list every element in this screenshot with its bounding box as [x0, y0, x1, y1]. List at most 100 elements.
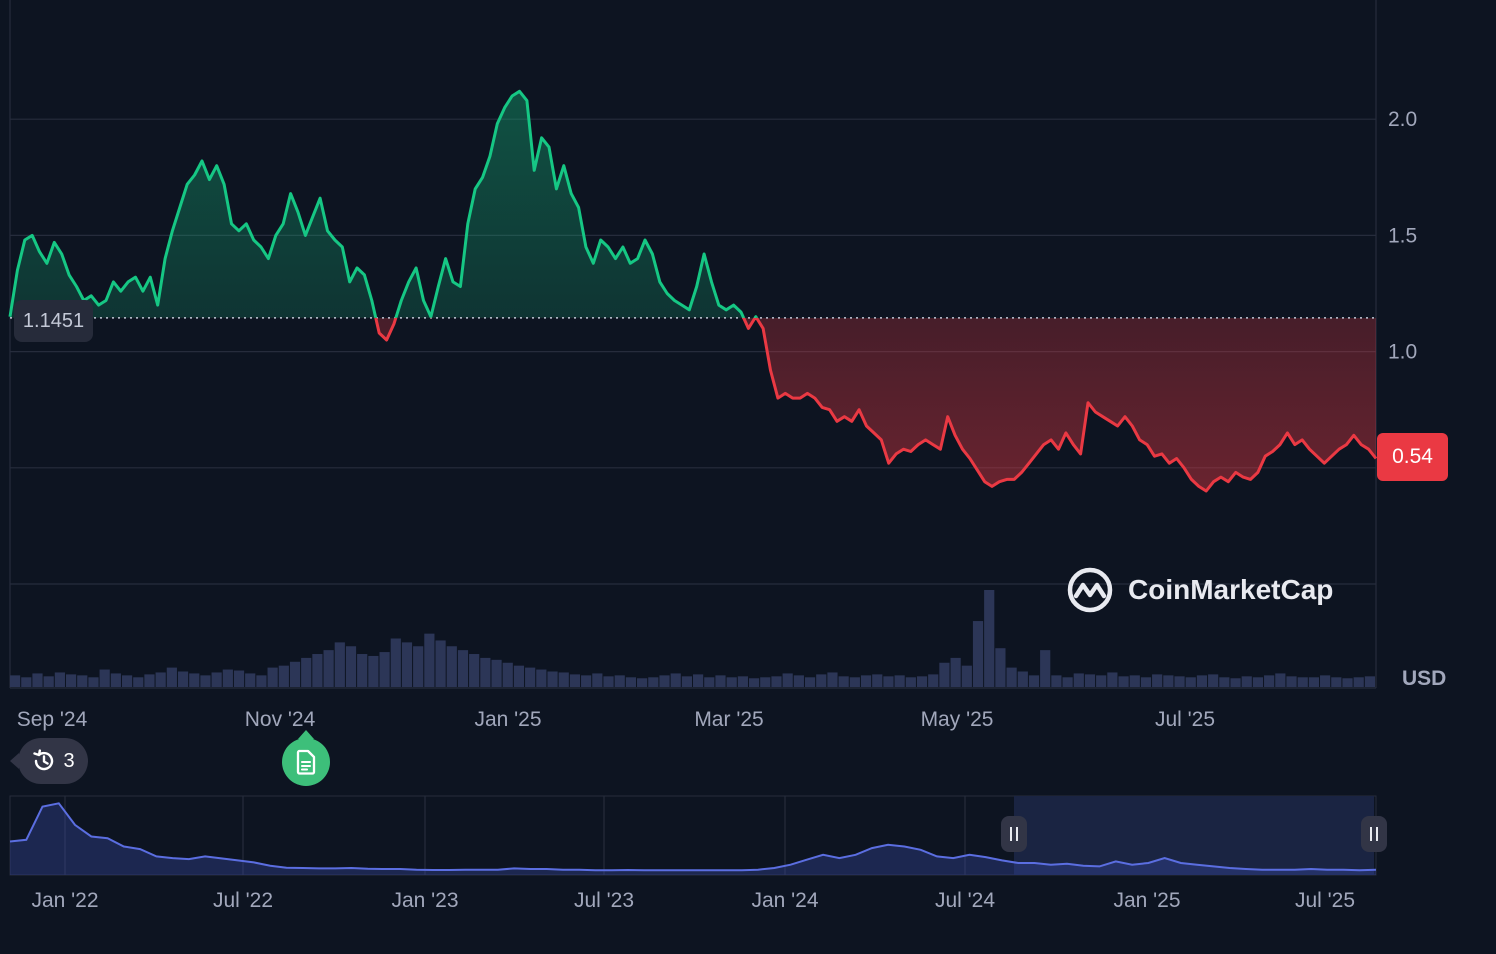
volume-bar — [860, 675, 872, 687]
y-axis-ticks: 1.0 1.5 2.0 — [1388, 108, 1417, 363]
volume-bar — [368, 655, 379, 687]
x-tick-label: May '25 — [921, 708, 994, 731]
volume-bar — [267, 667, 278, 687]
volume-bar — [905, 677, 916, 687]
coinmarketcap-logo-icon — [1067, 567, 1113, 613]
volume-bar — [1107, 672, 1118, 687]
x-tick-label: Jan '25 — [474, 708, 541, 731]
volume-bar — [99, 669, 110, 687]
volume-bar — [1040, 650, 1051, 687]
volume-bar — [760, 677, 771, 687]
navigator-handle-right[interactable] — [1361, 816, 1387, 852]
volume-bar — [10, 675, 21, 687]
volume-bar — [345, 646, 357, 687]
volume-bar — [793, 675, 804, 687]
volume-bar — [525, 667, 536, 687]
navigator-x-tick-label: Jan '22 — [31, 889, 98, 912]
navigator-selected-range[interactable] — [1014, 796, 1374, 875]
volume-bar — [1096, 675, 1107, 687]
volume-bar — [1275, 673, 1286, 687]
current-price-label: 0.54 — [1377, 433, 1448, 481]
news-event-marker[interactable] — [282, 730, 330, 786]
range-navigator[interactable]: Jan '22 Jul '22 Jan '23 Jul '23 Jan '24 Jul '… — [9, 795, 1387, 912]
volume-bar — [1308, 677, 1320, 687]
area-below-reference — [10, 317, 1376, 491]
volume-bar — [726, 677, 737, 687]
volume-bar — [1017, 671, 1028, 687]
volume-bar — [21, 677, 32, 687]
volume-bar — [312, 654, 323, 687]
x-tick-label: Nov '24 — [245, 708, 316, 731]
volume-bar — [536, 669, 547, 687]
navigator-handle-left[interactable] — [1001, 816, 1027, 852]
volume-bar — [1264, 675, 1275, 687]
navigator-x-tick-label: Jul '25 — [1295, 889, 1355, 912]
volume-bar — [737, 676, 748, 687]
price-line[interactable] — [8, 89, 1378, 493]
volume-bar — [390, 638, 401, 687]
volume-bar — [435, 640, 446, 687]
volume-bar — [88, 677, 99, 687]
volume-bar — [1073, 673, 1084, 687]
volume-bar — [480, 657, 491, 687]
volume-bar — [502, 662, 513, 687]
volume-bar — [637, 678, 648, 687]
volume-bar — [1196, 675, 1208, 687]
currency-unit-label: USD — [1402, 667, 1447, 690]
volume-bar — [670, 673, 681, 687]
volume-bar — [301, 657, 312, 687]
volume-bar — [54, 672, 65, 687]
volume-bar — [569, 674, 581, 687]
watermark-text: CoinMarketCap — [1128, 574, 1334, 605]
volume-bar — [245, 673, 256, 687]
volume-bar — [491, 659, 502, 687]
volume-bar — [995, 648, 1006, 687]
x-tick-label: Sep '24 — [17, 708, 88, 731]
volume-bar — [256, 675, 267, 687]
volume-bar — [681, 676, 692, 687]
y-tick-label: 1.5 — [1388, 224, 1417, 247]
volume-bar — [961, 665, 972, 687]
events-history-button[interactable]: 3 — [10, 738, 88, 784]
volume-bar — [357, 654, 368, 687]
volume-bar — [177, 671, 189, 687]
volume-bar — [1219, 677, 1230, 687]
volume-bar — [65, 674, 77, 687]
volume-bar — [984, 590, 995, 687]
volume-bar — [166, 667, 177, 687]
volume-bar — [648, 677, 659, 687]
volume-bar — [558, 672, 569, 687]
volume-bar — [928, 674, 939, 687]
volume-bar — [334, 642, 345, 687]
y-tick-label: 2.0 — [1388, 108, 1417, 131]
volume-bar — [883, 676, 894, 687]
volume-bar — [894, 675, 905, 687]
volume-bar — [1028, 675, 1040, 687]
volume-bar — [1185, 677, 1196, 687]
price-line-down[interactable] — [10, 91, 1378, 493]
volume-bar — [1320, 675, 1331, 687]
navigator-x-tick-label: Jan '23 — [391, 889, 458, 912]
volume-bar — [1331, 677, 1342, 687]
y-tick-label: 1.0 — [1388, 341, 1417, 364]
volume-bar — [233, 670, 245, 687]
volume-bar — [939, 662, 950, 687]
volume-bar — [1129, 675, 1140, 687]
volume-bar — [133, 677, 144, 687]
volume-bar — [401, 642, 413, 687]
price-line-up[interactable] — [8, 89, 1376, 491]
volume-bar — [278, 665, 289, 687]
volume-bar — [547, 671, 558, 687]
volume-bar — [413, 646, 424, 687]
volume-bar — [603, 676, 614, 687]
volume-bar — [1084, 674, 1096, 687]
volume-bar — [1062, 677, 1073, 687]
handle-grip[interactable] — [1361, 816, 1387, 852]
volume-bar — [1252, 677, 1264, 687]
navigator-x-tick-label: Jul '22 — [213, 889, 273, 912]
x-axis-ticks: Sep '24 Nov '24 Jan '25 Mar '25 May '25 Jul '… — [17, 708, 1215, 731]
handle-grip[interactable] — [1001, 816, 1027, 852]
volume-bar — [827, 672, 838, 687]
volume-bar — [1152, 674, 1163, 687]
